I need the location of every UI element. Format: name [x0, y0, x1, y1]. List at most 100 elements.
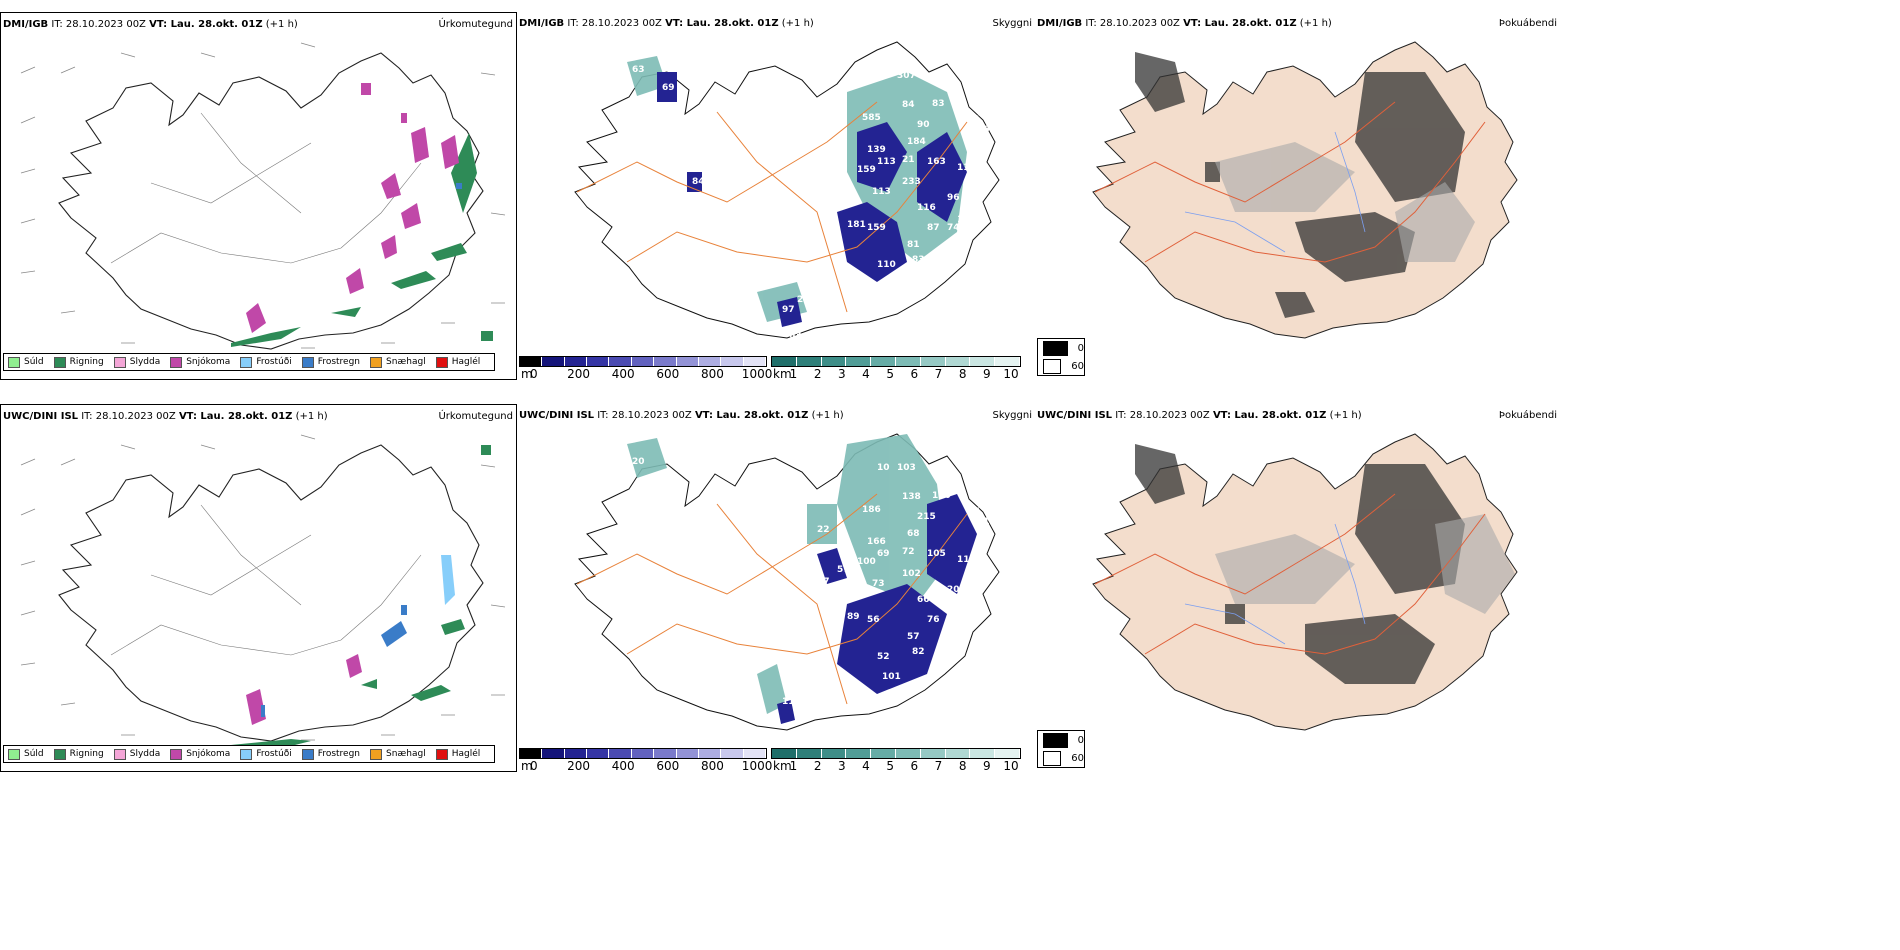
tick-label: 200 — [567, 367, 590, 381]
tick-label: 9 — [983, 367, 991, 381]
visibility-scale: km 1 2 3 4 5 6 7 8 9 10 — [771, 356, 1021, 381]
panel-title: Skyggni — [992, 18, 1032, 29]
visibility-value-label: 63 — [789, 331, 802, 341]
tick-label: 10 — [1003, 367, 1019, 381]
colorbar — [771, 748, 1021, 759]
swatch — [1043, 750, 1062, 766]
visibility-value-label: 204 — [947, 585, 966, 595]
visibility-value-label: 159 — [867, 223, 886, 233]
tick-label: 1 — [789, 759, 798, 773]
visibility-value-label: 74 — [967, 115, 980, 125]
legend-item: Súld — [8, 356, 44, 368]
colorbar-cell — [721, 357, 744, 366]
fog-areas — [1135, 444, 1465, 684]
visibility-value-label: 116 — [917, 203, 936, 213]
precip-map — [20, 434, 506, 751]
fog-legend: 0 60 — [1037, 730, 1085, 768]
visibility-value-label: 63 — [632, 65, 645, 75]
visibility-value-label: 83 — [912, 255, 925, 265]
tick-label: 1 — [789, 367, 798, 381]
precip-map — [20, 42, 506, 359]
tick-label: 1000 — [741, 759, 773, 773]
tick-label: 8 — [958, 367, 967, 381]
visibility-value-label: 57 — [817, 577, 830, 587]
colorbar-cell — [970, 749, 996, 758]
tick-label: 6 — [910, 759, 919, 773]
visibility-value-label: 22 — [817, 525, 830, 535]
visibility-panel-1: DMI/IGB IT: 28.10.2023 00Z VT: Lau. 28.o… — [517, 12, 1035, 382]
swatch — [113, 748, 126, 760]
panel-header: UWC/DINI ISL IT: 28.10.2023 00Z VT: Lau.… — [3, 411, 328, 422]
visibility-value-label: 10 — [877, 463, 890, 473]
visibility-value-label: 102 — [902, 569, 921, 579]
swatch — [1043, 358, 1062, 374]
colorbar-cell — [564, 749, 588, 758]
tick-label: 0 — [530, 759, 538, 773]
tick-label: 600 — [656, 759, 680, 773]
swatch — [8, 748, 20, 760]
vis-teal — [627, 434, 947, 714]
panel-title: Þokuábendi — [1498, 18, 1557, 29]
fog-panel-2: UWC/DINI ISL IT: 28.10.2023 00Z VT: Lau.… — [1035, 404, 1560, 774]
panel-title: Úrkomutegund — [438, 19, 513, 30]
coastline — [58, 52, 484, 350]
precip-frzdrizzle — [441, 555, 455, 605]
colorbar-cell — [721, 749, 744, 758]
legend-item: Rigning — [53, 748, 104, 760]
colorbar-cell — [654, 749, 677, 758]
roads — [1094, 493, 1486, 655]
tick-label: 400 — [611, 759, 635, 773]
colorbar-cell — [609, 749, 632, 758]
tick-label: 10 — [1003, 759, 1019, 773]
visibility-value-label: 96 — [947, 193, 960, 203]
fog-map — [1092, 433, 1518, 731]
tick-label: 9 — [983, 759, 991, 773]
colorbar-cell — [895, 749, 921, 758]
precip-panel-1: DMI/IGB IT: 28.10.2023 00Z VT: Lau. 28.o… — [0, 12, 517, 380]
fog-legend-row: 0 — [1038, 731, 1084, 749]
visibility-value-label: 79 — [957, 607, 970, 617]
precip-legend: Súld Rigning Slydda Snjókoma Frostúði Fr… — [3, 353, 496, 371]
visibility-value-label: 233 — [902, 177, 921, 187]
roads — [110, 112, 422, 264]
visibility-value-label: 181 — [847, 220, 866, 230]
tick-label: 8 — [958, 759, 967, 773]
tick-label: 5 — [886, 759, 894, 773]
swatch — [301, 356, 314, 368]
visibility-value-label: 82 — [912, 647, 925, 657]
colorbar-cell — [995, 357, 1020, 366]
visibility-value-label: 184 — [907, 137, 926, 147]
visibility-value-label: 57 — [837, 565, 850, 575]
colorbar-cell — [631, 357, 655, 366]
legend-item: Rigning — [53, 356, 104, 368]
visibility-value-label: 159 — [857, 165, 876, 175]
colorbar-cell — [920, 357, 946, 366]
visibility-value-label: 113 — [872, 187, 891, 197]
visibility-value-label: 56 — [867, 615, 880, 625]
fog-areas — [1135, 52, 1465, 318]
visibility-value-label: 464 — [817, 185, 836, 195]
visibility-value-label: 138 — [902, 492, 921, 502]
tick-label: 6 — [910, 367, 919, 381]
visibility-value-label: 100 — [857, 557, 876, 567]
visibility-value-label: 74 — [947, 223, 960, 233]
visibility-value-label: 57 — [907, 632, 920, 642]
visibility-value-label: 76 — [927, 615, 940, 625]
visibility-value-label: 69 — [877, 549, 890, 559]
fog-grey — [1215, 514, 1515, 614]
colorbar — [519, 748, 767, 759]
colorbar-cell — [772, 357, 797, 366]
visibility-value-label: 88 — [817, 133, 830, 143]
visibility-value-label: 90 — [917, 120, 930, 130]
visibility-value-label: 118 — [782, 697, 801, 707]
swatch — [370, 748, 383, 760]
panel-header: UWC/DINI ISL IT: 28.10.2023 00Z VT: Lau.… — [1037, 410, 1362, 421]
swatch — [370, 356, 383, 368]
swatch — [240, 748, 253, 760]
colorbar-cell — [945, 749, 971, 758]
visibility-value-label: 215 — [917, 512, 936, 522]
swatch — [435, 356, 448, 368]
visibility-value-label: 166 — [867, 537, 886, 547]
